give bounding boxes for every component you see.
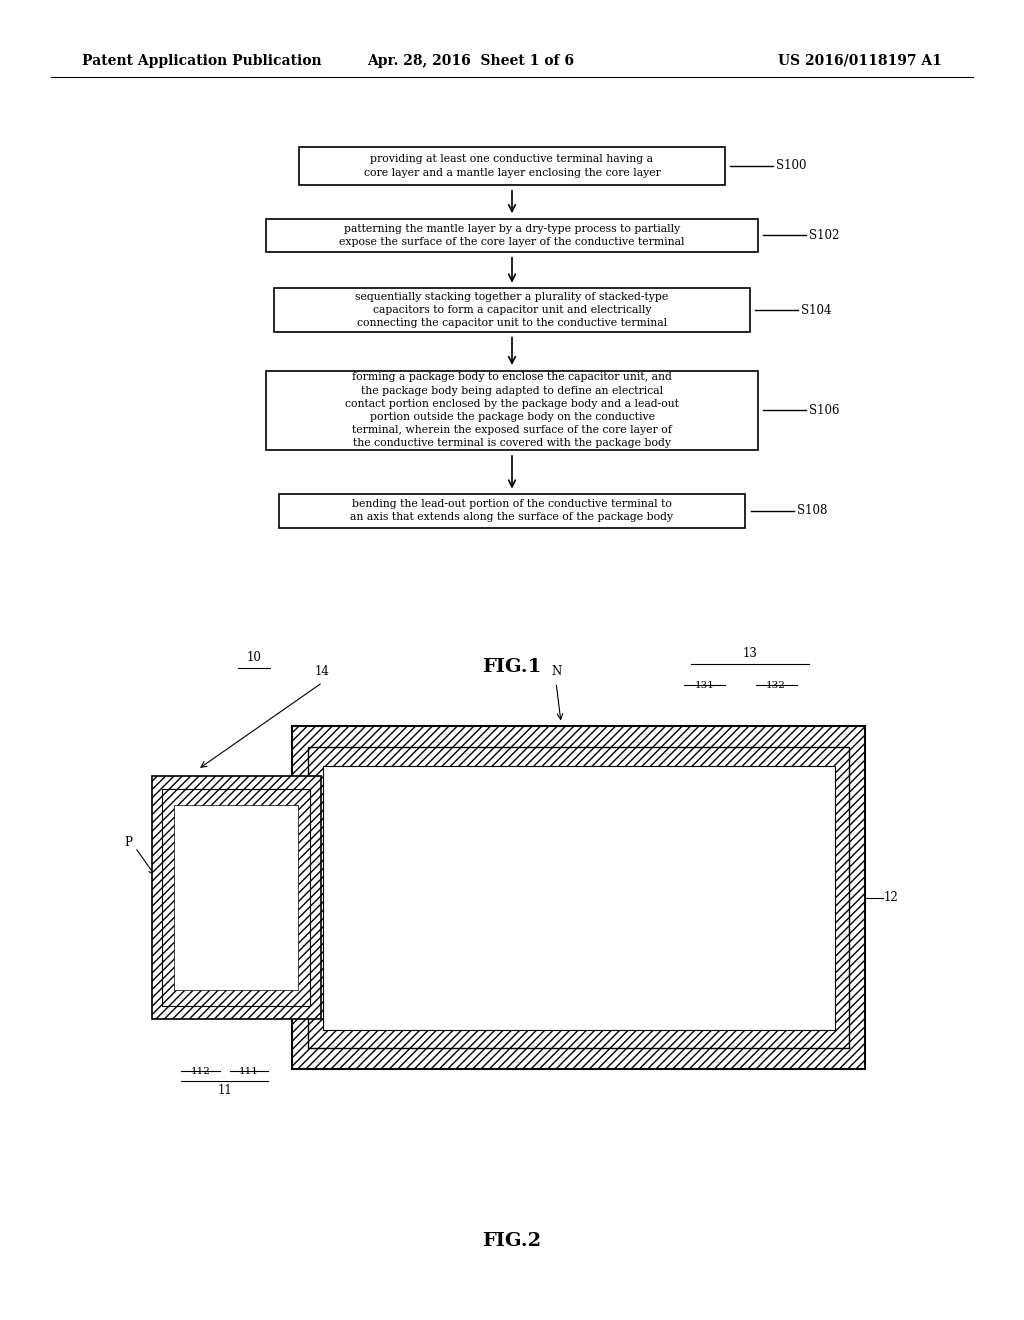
Text: S100: S100	[776, 160, 807, 173]
Text: N: N	[551, 665, 561, 678]
Text: 11: 11	[217, 1084, 232, 1097]
Text: S104: S104	[801, 304, 831, 317]
Bar	[308, 747, 849, 1048]
Bar	[323, 766, 835, 1030]
Text: 12: 12	[884, 891, 898, 904]
Text: 132: 132	[766, 681, 786, 690]
Bar	[292, 726, 865, 1069]
FancyBboxPatch shape	[274, 288, 750, 331]
Bar	[174, 805, 298, 990]
FancyBboxPatch shape	[266, 371, 758, 450]
Text: Patent Application Publication: Patent Application Publication	[82, 54, 322, 67]
Text: S108: S108	[797, 504, 827, 517]
Text: FIG.1: FIG.1	[482, 657, 542, 676]
Text: 111: 111	[239, 1067, 259, 1076]
Text: bending the lead-out portion of the conductive terminal to
an axis that extends : bending the lead-out portion of the cond…	[350, 499, 674, 523]
Text: forming a package body to enclose the capacitor unit, and
the package body being: forming a package body to enclose the ca…	[345, 372, 679, 449]
FancyBboxPatch shape	[279, 494, 745, 528]
Text: 131: 131	[694, 681, 715, 690]
Bar	[162, 789, 310, 1006]
Bar	[152, 776, 321, 1019]
Text: FIG.2: FIG.2	[482, 1232, 542, 1250]
Text: 13: 13	[742, 647, 758, 660]
Text: 14: 14	[315, 665, 330, 678]
Text: sequentially stacking together a plurality of stacked-type
capacitors to form a : sequentially stacking together a plurali…	[355, 292, 669, 329]
Text: S102: S102	[809, 228, 840, 242]
FancyBboxPatch shape	[266, 219, 758, 252]
Text: patterning the mantle layer by a dry-type process to partially
expose the surfac: patterning the mantle layer by a dry-typ…	[339, 224, 685, 247]
Text: 112: 112	[190, 1067, 211, 1076]
Text: 10: 10	[247, 651, 261, 664]
Text: P: P	[124, 836, 132, 849]
FancyBboxPatch shape	[299, 147, 725, 185]
Text: providing at least one conductive terminal having a
core layer and a mantle laye: providing at least one conductive termin…	[364, 154, 660, 177]
Text: S106: S106	[809, 404, 840, 417]
Text: Apr. 28, 2016  Sheet 1 of 6: Apr. 28, 2016 Sheet 1 of 6	[368, 54, 574, 67]
Text: US 2016/0118197 A1: US 2016/0118197 A1	[778, 54, 942, 67]
